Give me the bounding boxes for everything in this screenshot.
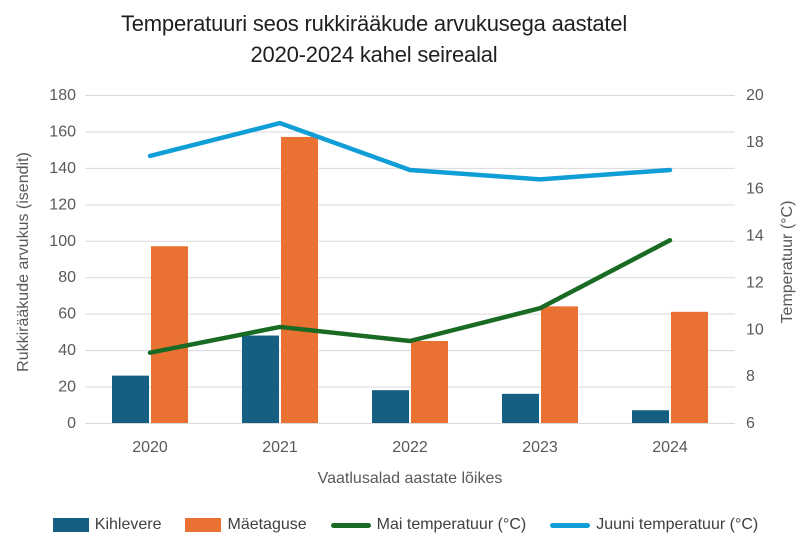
chart-title-line2: 2020-2024 kahel seirealal	[250, 42, 498, 67]
combo-chart: 0204060801001201401601806810121416182020…	[15, 87, 796, 487]
tick-label-right-6: 6	[746, 415, 755, 432]
right-axis-title: Temperatuur (°C)	[779, 201, 796, 324]
bar-kihlevere-2023	[502, 393, 539, 423]
tick-label-left-60: 60	[58, 306, 76, 323]
legend-swatch-kihlevere-color-icon	[52, 518, 89, 532]
legend-swatch-mai-temperatuur-c-line-icon	[330, 522, 371, 528]
chart-title: Temperatuuri seos rukkirääkude arvukuseg…	[0, 8, 748, 70]
chart-title-line1: Temperatuuri seos rukkirääkude arvukuseg…	[120, 11, 628, 36]
x-axis-title: Vaatlusalad aastate lõikes	[318, 470, 503, 487]
tick-label-left-0: 0	[67, 415, 76, 432]
bar-maetaguse-2023	[541, 306, 578, 423]
tick-label-left-40: 40	[58, 342, 76, 359]
legend-label: Kihlevere	[94, 516, 162, 533]
x-label-2024: 2024	[652, 439, 688, 456]
bar-maetaguse-2024	[671, 311, 708, 423]
tick-label-left-140: 140	[49, 160, 76, 177]
x-label-2021: 2021	[262, 439, 298, 456]
tick-label-left-20: 20	[58, 379, 76, 396]
bar-kihlevere-2022	[372, 390, 409, 423]
tick-label-right-16: 16	[746, 181, 764, 198]
x-label-2022: 2022	[392, 439, 428, 456]
line-juuni-temperatuur-c	[147, 120, 673, 182]
bar-maetaguse-2020	[151, 246, 188, 423]
legend-swatch-juuni-temperatuur-c-line-icon	[550, 522, 591, 528]
left-axis-title: Rukkirääkude arvukus (isendit)	[15, 152, 32, 372]
tick-label-left-180: 180	[49, 87, 76, 104]
tick-label-right-10: 10	[746, 321, 764, 338]
line-mai-temperatuur-c	[147, 238, 673, 355]
tick-label-left-80: 80	[58, 269, 76, 286]
tick-label-right-14: 14	[746, 228, 764, 245]
legend-label: Mäetaguse	[227, 516, 307, 533]
legend-swatch-maetaguse-color-icon	[185, 518, 222, 532]
tick-label-right-18: 18	[746, 134, 764, 151]
legend-item-kihlevere: Kihlevere	[52, 516, 162, 534]
bar-kihlevere-2024	[632, 410, 669, 423]
tick-label-right-8: 8	[746, 368, 755, 385]
bar-maetaguse-2021	[281, 136, 318, 423]
legend-label: Mai temperatuur (°C)	[376, 516, 527, 533]
legend-item-juuni-temperatuur-c: Juuni temperatuur (°C)	[550, 516, 758, 534]
bar-kihlevere-2020	[112, 375, 149, 423]
tick-label-left-100: 100	[49, 233, 76, 250]
tick-label-left-160: 160	[49, 123, 76, 140]
x-label-2023: 2023	[522, 439, 558, 456]
bar-maetaguse-2022	[411, 341, 448, 423]
tick-label-right-12: 12	[746, 274, 764, 291]
legend-item-mai-temperatuur-c: Mai temperatuur (°C)	[330, 516, 527, 534]
legend-item-maetaguse: Mäetaguse	[185, 516, 307, 534]
tick-label-right-20: 20	[746, 87, 764, 104]
x-label-2020: 2020	[132, 439, 168, 456]
bar-kihlevere-2021	[242, 335, 279, 423]
chart-legend: Kihlevere Mäetaguse Mai temperatuur (°C) Ju…	[0, 516, 811, 534]
legend-label: Juuni temperatuur (°C)	[596, 516, 759, 533]
tick-label-left-120: 120	[49, 196, 76, 213]
